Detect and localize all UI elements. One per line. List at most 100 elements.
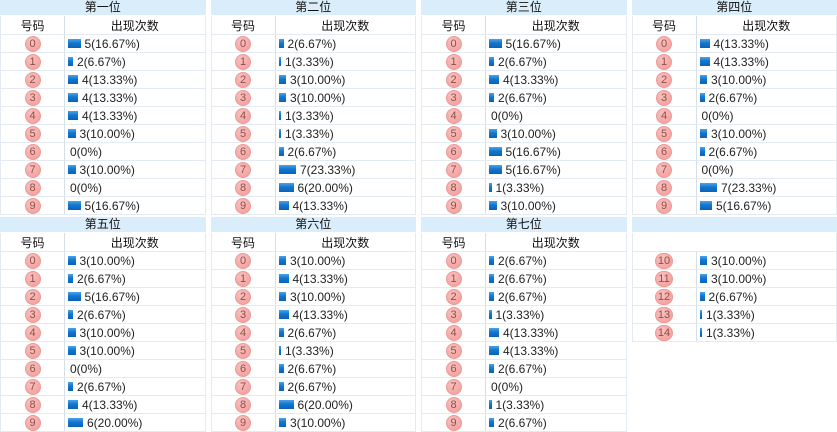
count-column-header: 出现次数 xyxy=(110,235,159,250)
frequency-bar xyxy=(278,111,281,120)
number-cell: 6 xyxy=(212,143,276,160)
table-row: 1 2(6.67%) xyxy=(0,270,206,288)
number-cell: 14 xyxy=(633,324,697,341)
count-label: 0(0%) xyxy=(70,361,103,376)
frequency-bar xyxy=(68,292,81,301)
count-cell: 3(10.00%) xyxy=(65,252,205,269)
number-cell: 4 xyxy=(212,324,276,341)
frequency-bar xyxy=(489,292,494,301)
position-table-4: 第四位 号码 出现次数 0 4(13.33%) 1 4(13.33%) 2 3(10.00%) 3… xyxy=(631,0,837,215)
count-label: 0(0%) xyxy=(70,144,103,159)
table-row: 6 0(0%) xyxy=(0,360,206,378)
number-badge: 3 xyxy=(24,306,41,323)
count-cell: 5(16.67%) xyxy=(65,288,205,305)
frequency-bar xyxy=(699,57,710,66)
table-row: 7 2(6.67%) xyxy=(210,378,416,396)
table-row: 0 3(10.00%) xyxy=(0,252,206,270)
frequency-bar xyxy=(278,418,286,427)
number-badge: 9 xyxy=(235,414,251,431)
number-badge: 1 xyxy=(24,270,41,287)
count-label: 1(3.33%) xyxy=(495,397,545,412)
count-cell: 7(23.33%) xyxy=(697,179,837,196)
table-row: 1 1(3.33%) xyxy=(210,53,416,71)
frequency-bar xyxy=(489,274,494,283)
number-cell: 4 xyxy=(1,107,65,124)
number-cell: 3 xyxy=(1,306,65,323)
count-label: 3(10.00%) xyxy=(711,72,767,87)
count-label: 6(20.00%) xyxy=(297,397,353,412)
count-cell: 2(6.67%) xyxy=(65,53,205,70)
count-cell: 2(6.67%) xyxy=(486,360,626,377)
table-title: 第七位 xyxy=(421,217,627,232)
number-cell: 1 xyxy=(422,270,486,287)
table-row: 9 3(10.00%) xyxy=(210,414,416,432)
number-cell: 6 xyxy=(1,143,65,160)
count-cell: 4(13.33%) xyxy=(486,324,626,341)
number-cell: 2 xyxy=(422,288,486,305)
number-badge: 2 xyxy=(24,288,41,305)
table-row: 8 0(0%) xyxy=(0,179,206,197)
count-label: 3(10.00%) xyxy=(79,162,135,177)
table-row: 9 2(6.67%) xyxy=(421,414,627,432)
frequency-bar xyxy=(278,256,286,265)
count-column-header-cell: 出现次数 xyxy=(486,233,626,251)
count-cell: 4(13.33%) xyxy=(697,35,837,52)
count-label: 7(23.33%) xyxy=(721,180,777,195)
frequency-bar xyxy=(489,364,494,373)
count-cell: 5(16.67%) xyxy=(486,161,626,178)
number-badge: 4 xyxy=(656,107,672,124)
frequency-bar xyxy=(278,274,289,283)
frequency-bar xyxy=(278,129,281,138)
number-column-header-cell: 号码 xyxy=(422,16,486,34)
count-cell: 1(3.33%) xyxy=(486,179,626,196)
count-cell: 3(10.00%) xyxy=(65,342,205,359)
number-cell: 7 xyxy=(212,161,276,178)
table-row: 8 1(3.33%) xyxy=(421,179,627,197)
number-cell: 2 xyxy=(212,288,276,305)
number-badge: 1 xyxy=(445,270,462,287)
table-header-row: 号码 出现次数 xyxy=(0,233,206,252)
number-badge: 0 xyxy=(235,35,251,52)
number-cell: 1 xyxy=(633,53,697,70)
count-label: 3(10.00%) xyxy=(711,271,767,286)
number-badge: 8 xyxy=(235,179,251,196)
table-row: 13 1(3.33%) xyxy=(631,306,837,324)
number-badge: 3 xyxy=(24,89,41,106)
table-row: 2 4(13.33%) xyxy=(0,71,206,89)
table-row: 7 5(16.67%) xyxy=(421,161,627,179)
number-badge: 0 xyxy=(656,35,672,52)
count-cell: 1(3.33%) xyxy=(697,324,837,341)
frequency-bar xyxy=(278,328,284,337)
count-label: 3(10.00%) xyxy=(290,289,346,304)
count-cell: 5(16.67%) xyxy=(697,197,837,214)
number-cell: 2 xyxy=(633,71,697,88)
count-label: 4(13.33%) xyxy=(503,325,559,340)
number-badge: 5 xyxy=(656,125,672,142)
number-badge: 9 xyxy=(656,197,672,214)
number-badge: 8 xyxy=(656,179,672,196)
table-row: 11 3(10.00%) xyxy=(631,270,837,288)
table-row: 6 5(16.67%) xyxy=(421,143,627,161)
number-cell: 4 xyxy=(422,107,486,124)
table-row: 9 5(16.67%) xyxy=(0,197,206,215)
count-label: 2(6.67%) xyxy=(77,307,126,322)
frequency-bar xyxy=(489,93,494,102)
count-label: 4(13.33%) xyxy=(82,397,138,412)
number-cell: 0 xyxy=(212,35,276,52)
count-column-header: 出现次数 xyxy=(110,18,159,33)
table-row: 5 4(13.33%) xyxy=(421,342,627,360)
table-row: 0 4(13.33%) xyxy=(631,35,837,53)
table-row: 1 2(6.67%) xyxy=(421,270,627,288)
count-cell: 3(10.00%) xyxy=(697,71,837,88)
table-row: 5 1(3.33%) xyxy=(210,125,416,143)
number-badge: 6 xyxy=(235,360,251,377)
number-cell: 7 xyxy=(1,161,65,178)
table-row: 8 6(20.00%) xyxy=(210,179,416,197)
count-label: 4(13.33%) xyxy=(292,198,348,213)
table-row: 4 0(0%) xyxy=(631,107,837,125)
count-cell: 3(10.00%) xyxy=(276,288,416,305)
table-row: 0 3(10.00%) xyxy=(210,252,416,270)
count-label: 3(10.00%) xyxy=(79,343,135,358)
number-cell: 5 xyxy=(633,125,697,142)
frequency-bar xyxy=(489,75,499,84)
